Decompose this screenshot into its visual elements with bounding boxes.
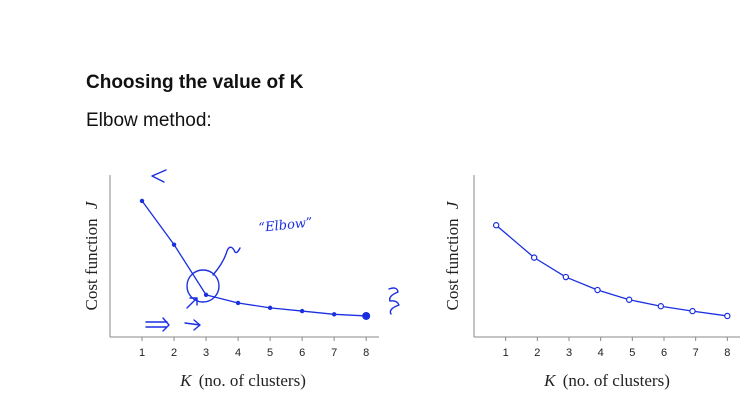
x-tick-group: 1 2 3 4 5 6 7 8 (139, 337, 369, 359)
data-point (594, 286, 601, 294)
x-axis-label-right: K (no. of clusters) (543, 371, 670, 390)
arrow-annotation-elbow (186, 297, 198, 309)
series-line (141, 200, 367, 317)
x-tick-label: 4 (598, 347, 604, 359)
x-tick-label: 1 (503, 347, 509, 359)
x-tick-label: 7 (693, 347, 699, 359)
cost-series-right (492, 222, 731, 320)
data-point (171, 242, 177, 247)
x-axis-label: K (no. of clusters) (179, 371, 306, 390)
data-point (625, 296, 633, 303)
data-point (492, 222, 500, 229)
data-point (331, 312, 337, 317)
x-tick-label: 8 (724, 347, 730, 359)
x-tick-label: 3 (566, 347, 572, 359)
x-tick-label: 5 (629, 347, 635, 359)
slide-subtitle: Elbow method: (86, 110, 212, 131)
x-tick-label: 3 (203, 347, 209, 359)
smooth-chart: 1 2 3 4 5 6 7 8 K (no. of clusters) Cost functi… (443, 175, 740, 390)
data-point (362, 311, 371, 320)
data-point (203, 292, 209, 298)
data-point (562, 273, 570, 281)
slide-title: Choosing the value of K (86, 72, 304, 93)
x-tick-label: 1 (139, 347, 145, 359)
data-point (235, 300, 241, 306)
data-point (139, 198, 145, 204)
data-point (724, 312, 731, 320)
x-tick-label: 6 (661, 347, 667, 359)
x-tick-label: 8 (363, 347, 369, 359)
data-point (530, 254, 538, 261)
x-tick-label: 6 (299, 347, 305, 359)
arrow-annotation-top (151, 169, 167, 183)
x-tick-label: 2 (534, 347, 540, 359)
x-tick-label: 2 (171, 347, 177, 359)
x-tick-group-right: 1 2 3 4 5 6 7 8 (503, 337, 730, 359)
x-tick-label: 4 (235, 347, 241, 359)
x-tick-label: 7 (331, 347, 337, 359)
data-point (299, 308, 305, 314)
arrow-annotation-bottom (145, 317, 201, 332)
data-point (689, 307, 696, 315)
data-point (657, 303, 665, 310)
x-tick-label: 5 (267, 347, 273, 359)
scribble-annotation (388, 287, 400, 315)
y-axis-label-right: Cost function J (443, 200, 462, 310)
elbow-pointer-squiggle (212, 246, 241, 276)
data-point (267, 305, 273, 311)
cost-series (139, 198, 371, 320)
elbow-chart: 1 2 3 4 5 6 7 8 K (no. of clusters) Cost functi… (82, 169, 400, 390)
series-line (495, 224, 728, 317)
elbow-circle-annotation (186, 269, 220, 303)
elbow-label: “Elbow” (258, 215, 313, 236)
y-axis-label: Cost function J (82, 200, 101, 310)
